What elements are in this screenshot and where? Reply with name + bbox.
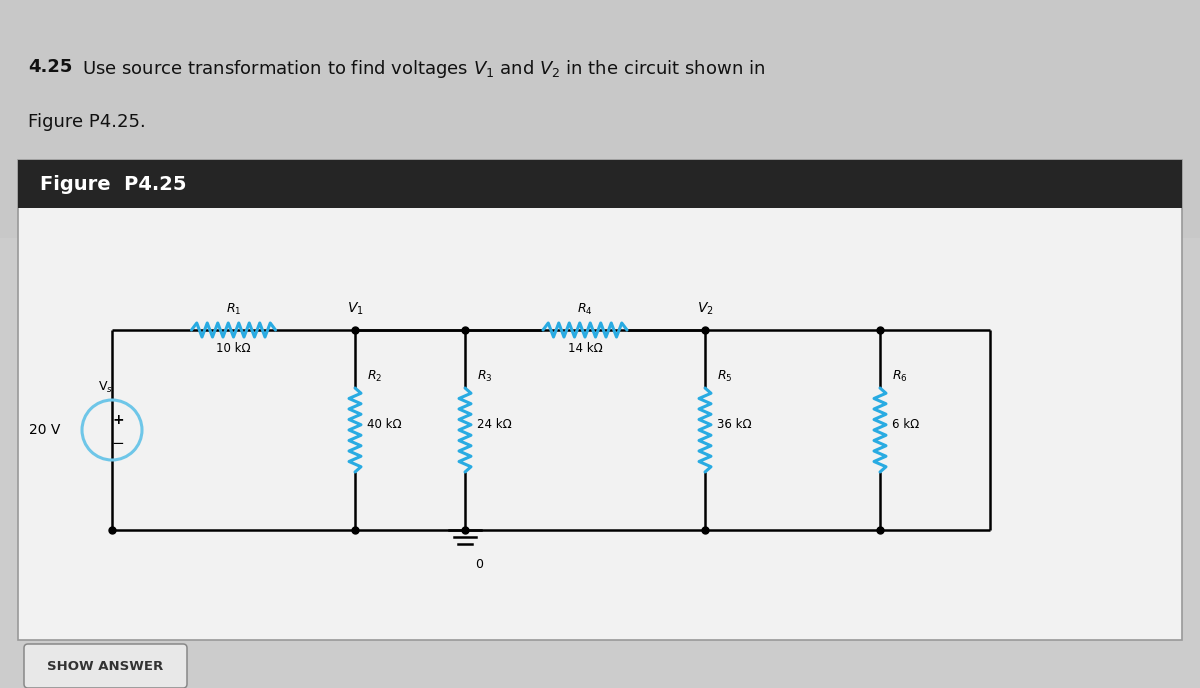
Text: 40 kΩ: 40 kΩ [367,418,402,431]
Text: 14 kΩ: 14 kΩ [568,342,602,355]
FancyBboxPatch shape [18,160,1182,640]
Text: 4.25: 4.25 [28,58,72,76]
FancyBboxPatch shape [18,160,1182,208]
Text: SHOW ANSWER: SHOW ANSWER [47,660,163,672]
Text: −: − [112,436,125,451]
Text: $V_1$: $V_1$ [347,301,364,317]
Text: Use source transformation to find voltages $V_1$ and $V_2$ in the circuit shown : Use source transformation to find voltag… [82,58,766,80]
Text: 24 kΩ: 24 kΩ [476,418,511,431]
Text: $V_2$: $V_2$ [697,301,713,317]
Text: Figure P4.25.: Figure P4.25. [28,113,145,131]
FancyBboxPatch shape [0,0,1200,238]
FancyBboxPatch shape [24,644,187,688]
Text: $R_1$: $R_1$ [226,302,241,317]
Text: $R_4$: $R_4$ [577,302,593,317]
Text: +: + [112,413,124,427]
Text: $R_2$: $R_2$ [367,369,383,384]
Text: 36 kΩ: 36 kΩ [716,418,751,431]
Text: 20 V: 20 V [29,423,60,437]
Text: V$_s$: V$_s$ [98,380,114,395]
Text: 0: 0 [475,558,482,571]
Text: $R_5$: $R_5$ [716,369,732,384]
Text: $R_3$: $R_3$ [476,369,492,384]
Text: 10 kΩ: 10 kΩ [216,342,251,355]
Text: 6 kΩ: 6 kΩ [892,418,919,431]
Text: Figure  P4.25: Figure P4.25 [40,175,186,193]
Text: $R_6$: $R_6$ [892,369,907,384]
